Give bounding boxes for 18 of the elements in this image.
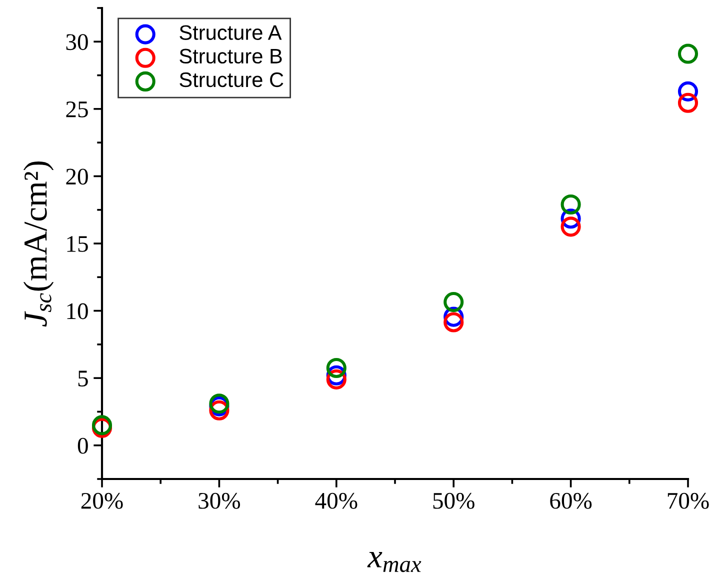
legend-label: Structure B	[180, 48, 282, 64]
y-tick-label: 15	[67, 236, 88, 252]
x-axis-title: x$_{max}$	[367, 552, 422, 572]
legend-label: Structure C	[180, 72, 284, 88]
y-tick-label: 20	[66, 168, 88, 185]
x-tick-label: 60%	[550, 492, 592, 509]
legend-label: Structure A	[180, 25, 282, 40]
x-tick-label: 30%	[198, 492, 240, 509]
y-axis-title: J$_{sc}$(mA/cm²)	[23, 161, 54, 327]
y-tick-label: 10	[67, 303, 88, 320]
y-tick-label: 30	[66, 34, 88, 50]
x-tick-label: 20%	[81, 492, 123, 509]
x-tick-label: 50%	[433, 492, 474, 509]
x-tick-label: 40%	[315, 492, 358, 509]
x-tick-label: 70%	[668, 492, 709, 509]
y-tick-label: 5	[78, 370, 88, 386]
y-tick-label: 0	[78, 438, 88, 454]
y-tick-label: 25	[66, 101, 88, 118]
